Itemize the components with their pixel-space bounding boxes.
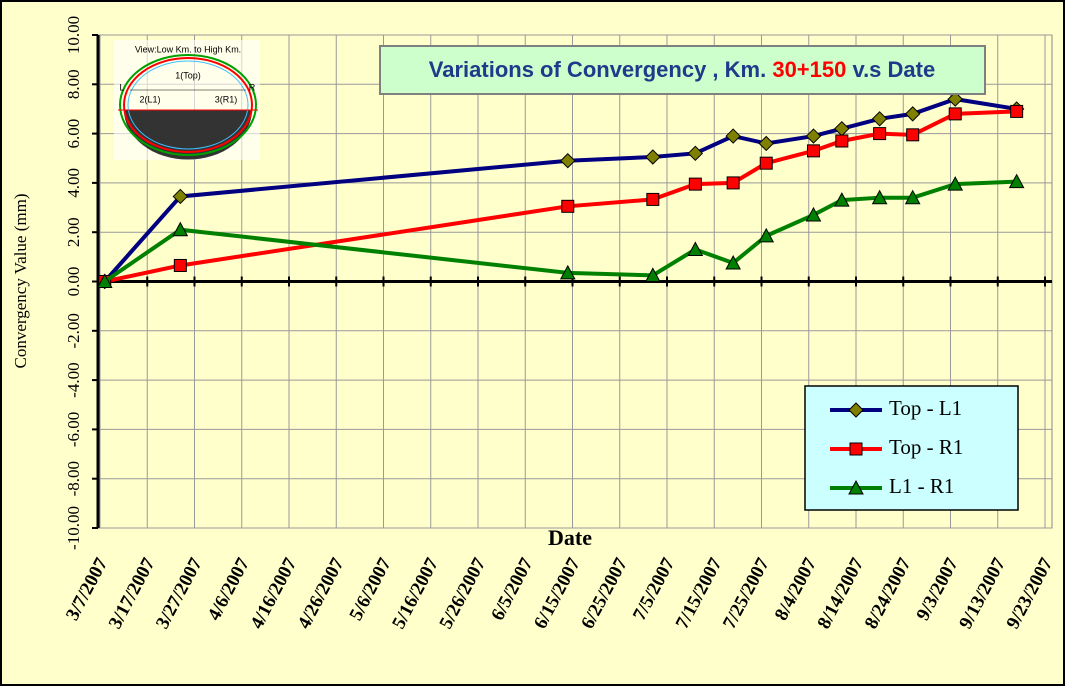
inset-label: R [249,82,256,92]
marker [871,189,888,205]
marker [725,254,741,270]
chart-title: Variations of Convergency , Km. 30+150 v… [429,57,935,82]
marker [758,135,774,152]
y-tick-label: -6.00 [64,412,83,447]
marker [172,221,189,237]
inset-label: 1(Top) [175,70,201,80]
y-tick-label: 4.00 [64,168,83,198]
marker [96,273,113,288]
marker [848,402,864,418]
y-axis-label: Convergency Value (mm) [11,194,30,369]
y-tick-label: -8.00 [64,461,83,496]
y-tick-label: 8.00 [64,69,83,99]
inset-ring [123,57,253,153]
marker [645,149,661,165]
marker [948,107,962,121]
marker [833,192,850,207]
marker [947,91,963,107]
inset-label: L [119,82,124,92]
inset-ring [119,54,257,156]
inset-label: 3(R1) [215,94,238,104]
marker [871,111,888,127]
marker [805,206,822,222]
marker [688,177,702,191]
legend-label: L1 - R1 [889,474,954,498]
marker [725,128,741,144]
inset-caption: View:Low Km. to High Km. [135,44,241,54]
series [98,104,1024,288]
y-tick-label: -10.00 [64,506,83,550]
marker [687,241,704,256]
title-part: v.s Date [846,57,935,82]
legend-label: Top - R1 [889,435,963,459]
marker [947,176,964,191]
marker [173,258,187,272]
title-part: Variations of Convergency , Km. [429,57,773,82]
title-part: 30+150 [772,57,846,82]
marker [759,156,773,170]
title-box: Variations of Convergency , Km. 30+150 v… [379,45,986,95]
inset-fill [124,110,252,160]
marker [559,264,576,280]
marker [646,192,660,206]
marker [758,227,775,243]
y-tick-label: 6.00 [64,119,83,149]
marker [835,134,849,148]
y-tick-label: -2.00 [64,313,83,348]
marker [726,176,740,190]
inset-label: 2(L1) [139,94,160,104]
y-tick-label: 2.00 [64,217,83,247]
y-tick-label: -4.00 [64,362,83,397]
marker [848,479,864,495]
x-axis-label: Date [548,525,592,550]
marker [644,267,661,282]
legend-label: Top - L1 [889,396,962,420]
marker [873,127,887,141]
title-background [379,45,986,95]
y-tick-label: 0.00 [64,267,83,297]
marker [806,144,820,158]
marker [1008,173,1025,189]
marker [687,145,704,162]
y-tick-label: 10.00 [64,16,83,54]
series [96,173,1025,288]
marker [561,199,575,213]
marker [904,106,921,122]
marker [904,189,921,205]
legend: Top - L1 Top - R1 L1 - R1 [804,385,1019,511]
inset-ring [127,60,249,150]
marker [906,128,920,142]
inset-diagram: View:Low Km. to High Km. 1(Top) L R 2(L1… [114,40,260,160]
marker [805,128,822,144]
marker [849,442,863,456]
marker [1010,104,1024,118]
marker [172,188,189,205]
marker [560,153,576,169]
